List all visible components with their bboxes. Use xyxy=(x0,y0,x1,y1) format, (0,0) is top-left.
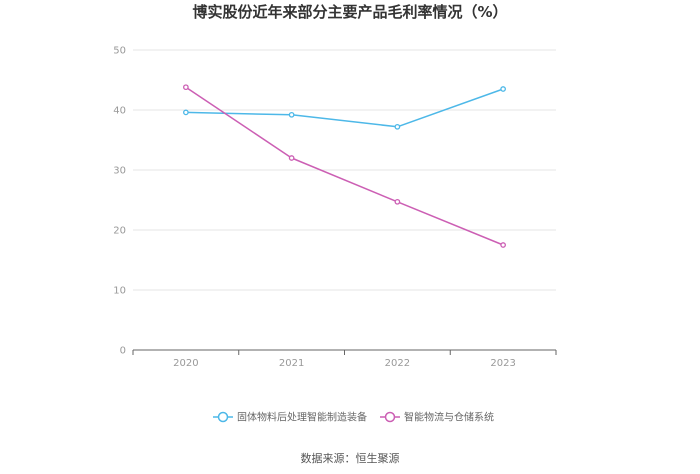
x-tick-label: 2023 xyxy=(490,358,515,369)
data-point xyxy=(183,84,189,91)
legend-label-1: 固体物料后处理智能制造装备 xyxy=(237,411,367,424)
legend-label-2: 智能物流与仓储系统 xyxy=(404,411,494,424)
data-point xyxy=(288,155,295,161)
data-point xyxy=(500,242,506,248)
data-point xyxy=(288,111,295,118)
chart-title: 博实股份近年来部分主要产品毛利率情况（%） xyxy=(192,3,507,21)
x-tick-label: 2022 xyxy=(385,358,410,369)
data-source-note: 数据来源：恒生聚源 xyxy=(301,451,400,465)
legend-marker-1 xyxy=(217,411,229,423)
data-point xyxy=(394,123,401,130)
x-tick-label: 2020 xyxy=(173,358,198,369)
y-tick-label: 30 xyxy=(113,166,126,177)
axes: 0 10 20 30 40 50 2020 2021 2022 2023 xyxy=(113,46,557,369)
y-tick-label: 10 xyxy=(113,286,126,297)
grid-lines xyxy=(133,49,556,291)
data-point xyxy=(500,86,506,92)
y-tick-label: 0 xyxy=(120,346,126,357)
x-tick-label: 2021 xyxy=(279,358,304,369)
series-line-2 xyxy=(185,86,504,246)
data-point xyxy=(183,109,189,116)
y-tick-label: 50 xyxy=(113,46,126,57)
legend: 固体物料后处理智能制造装备 智能物流与仓储系统 xyxy=(213,411,494,424)
series-lines xyxy=(183,84,506,248)
data-point xyxy=(394,198,401,205)
series-line-1 xyxy=(185,88,504,128)
y-tick-label: 40 xyxy=(113,106,126,117)
legend-marker-2 xyxy=(384,411,396,423)
y-tick-label: 20 xyxy=(113,226,126,237)
